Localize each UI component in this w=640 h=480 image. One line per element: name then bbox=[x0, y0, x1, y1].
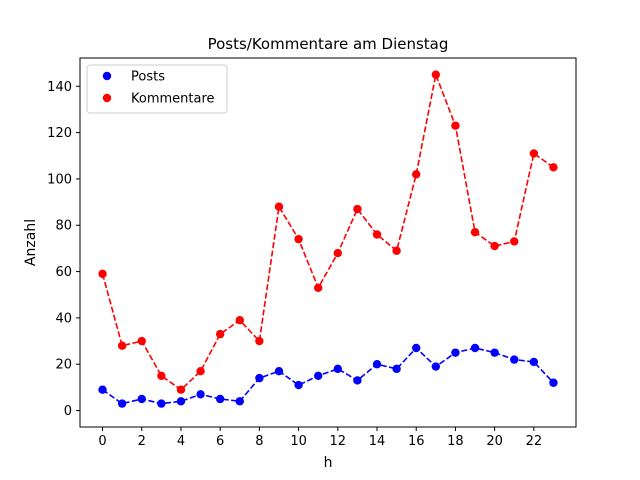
data-point-posts bbox=[235, 397, 244, 406]
data-point-kommentare bbox=[333, 248, 343, 258]
data-point-posts bbox=[196, 390, 205, 399]
data-point-posts bbox=[470, 343, 480, 353]
data-point-kommentare bbox=[529, 149, 539, 158]
y-axis: 0 20 40 60 80 100 120 140 bbox=[47, 80, 80, 419]
data-point-kommentare bbox=[470, 227, 480, 237]
legend-marker-posts bbox=[102, 71, 112, 81]
y-tick-label: 20 bbox=[55, 358, 72, 373]
data-point-posts bbox=[392, 364, 401, 374]
data-point-posts bbox=[510, 355, 519, 364]
legend-label-posts: Posts bbox=[131, 70, 165, 85]
x-tick-label: 2 bbox=[138, 434, 146, 449]
series-line-kommentare bbox=[101, 71, 554, 391]
data-point-kommentare bbox=[137, 336, 146, 346]
series-line-posts bbox=[102, 346, 555, 405]
x-tick-label: 22 bbox=[526, 434, 543, 449]
x-tick-label: 20 bbox=[486, 434, 503, 449]
data-point-posts bbox=[529, 357, 539, 367]
x-tick-label: 8 bbox=[255, 434, 263, 449]
x-tick-label: 18 bbox=[447, 434, 464, 449]
y-tick-label: 100 bbox=[47, 172, 72, 187]
data-point-posts bbox=[333, 364, 343, 374]
y-tick-label: 0 bbox=[64, 404, 72, 419]
y-tick-label: 120 bbox=[47, 126, 72, 141]
legend-box bbox=[86, 64, 228, 114]
data-point-posts bbox=[412, 343, 421, 353]
data-point-posts bbox=[353, 376, 362, 385]
data-point-posts bbox=[137, 394, 146, 404]
data-point-kommentare bbox=[353, 204, 362, 214]
data-point-kommentare bbox=[372, 230, 382, 239]
x-tick-label: 6 bbox=[216, 434, 224, 449]
y-tick-label: 40 bbox=[55, 311, 72, 326]
data-point-posts bbox=[98, 385, 107, 394]
series-posts bbox=[98, 343, 558, 408]
legend-marker-kommentare bbox=[102, 93, 112, 103]
data-point-kommentare bbox=[117, 341, 127, 350]
data-point-kommentare bbox=[412, 170, 421, 179]
data-point-posts bbox=[372, 360, 382, 369]
y-tick-label: 80 bbox=[55, 219, 72, 234]
data-point-posts bbox=[294, 380, 303, 390]
y-tick-label: 60 bbox=[55, 265, 72, 280]
data-point-posts bbox=[313, 371, 323, 381]
x-tick-label: 4 bbox=[177, 434, 185, 449]
data-point-kommentare bbox=[313, 283, 323, 292]
x-tick-label: 10 bbox=[290, 434, 307, 449]
data-point-kommentare bbox=[274, 202, 284, 211]
series-kommentare bbox=[98, 70, 558, 394]
x-tick-label: 12 bbox=[330, 434, 347, 449]
data-point-kommentare bbox=[98, 269, 107, 279]
data-point-kommentare bbox=[451, 121, 460, 130]
data-point-kommentare bbox=[294, 234, 303, 244]
x-axis-label: h bbox=[324, 455, 333, 471]
data-point-kommentare bbox=[235, 316, 244, 325]
data-point-kommentare bbox=[431, 70, 441, 79]
plot-frame bbox=[79, 57, 577, 428]
data-point-posts bbox=[117, 399, 127, 408]
legend-label-kommentare: Kommentare bbox=[131, 92, 215, 107]
data-point-posts bbox=[451, 348, 460, 357]
data-point-posts bbox=[274, 366, 284, 376]
y-axis-label: Anzahl bbox=[23, 219, 39, 266]
data-point-posts bbox=[549, 378, 558, 387]
x-tick-label: 0 bbox=[98, 434, 106, 449]
x-tick-label: 14 bbox=[369, 434, 386, 449]
data-point-kommentare bbox=[176, 385, 186, 394]
data-point-posts bbox=[255, 373, 264, 383]
data-point-kommentare bbox=[255, 336, 264, 346]
data-point-kommentare bbox=[157, 371, 166, 381]
data-point-kommentare bbox=[215, 329, 225, 339]
data-point-posts bbox=[490, 348, 499, 357]
chart-title: Posts/Kommentare am Dienstag bbox=[208, 35, 449, 53]
plot-area bbox=[98, 70, 558, 408]
legend: Posts Kommentare bbox=[86, 64, 228, 114]
data-point-posts bbox=[176, 397, 186, 406]
data-point-posts bbox=[431, 362, 441, 371]
data-point-posts bbox=[157, 399, 166, 408]
data-point-kommentare bbox=[490, 241, 499, 251]
data-point-kommentare bbox=[510, 237, 519, 246]
x-tick-label: 16 bbox=[408, 434, 425, 449]
data-point-kommentare bbox=[196, 366, 205, 376]
data-point-kommentare bbox=[392, 246, 401, 255]
y-tick-label: 140 bbox=[47, 80, 72, 95]
data-point-kommentare bbox=[549, 163, 558, 172]
x-axis: 0 2 4 6 8 10 12 14 16 18 20 22 bbox=[98, 427, 542, 449]
data-point-posts bbox=[215, 394, 225, 404]
